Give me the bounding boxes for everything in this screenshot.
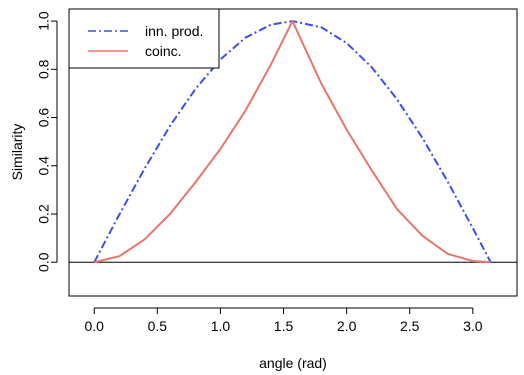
plot-frame xyxy=(68,8,518,297)
legend: inn. prod. coinc. xyxy=(68,8,220,69)
y-tick-label: 0.6 xyxy=(36,108,52,128)
x-axis-label: angle (rad) xyxy=(259,355,327,371)
series-line-coinc xyxy=(94,20,491,264)
legend-label-inn-prod: inn. prod. xyxy=(145,23,203,39)
y-axis-label: Similarity xyxy=(9,124,25,181)
x-tick-label: 0.0 xyxy=(85,318,105,334)
x-tick-label: 2.0 xyxy=(337,318,357,334)
x-tick-label: 2.5 xyxy=(400,318,420,334)
x-axis: 0.0 0.5 1.0 1.5 2.0 2.5 3.0 xyxy=(85,307,483,334)
y-tick-label: 1.0 xyxy=(36,11,52,31)
series-layer xyxy=(93,20,492,264)
x-tick-label: 1.5 xyxy=(274,318,294,334)
x-tick-label: 1.0 xyxy=(211,318,231,334)
y-tick-label: 0.4 xyxy=(36,156,52,176)
y-tick-label: 0.0 xyxy=(36,252,52,272)
y-axis: 0.0 0.2 0.4 0.6 0.8 1.0 xyxy=(36,11,58,272)
x-tick-label: 3.0 xyxy=(463,318,483,334)
y-tick-label: 0.8 xyxy=(36,59,52,79)
y-tick-label: 0.2 xyxy=(36,204,52,224)
legend-label-coinc: coinc. xyxy=(145,43,182,59)
x-tick-label: 0.5 xyxy=(148,318,168,334)
legend-box xyxy=(68,8,220,69)
